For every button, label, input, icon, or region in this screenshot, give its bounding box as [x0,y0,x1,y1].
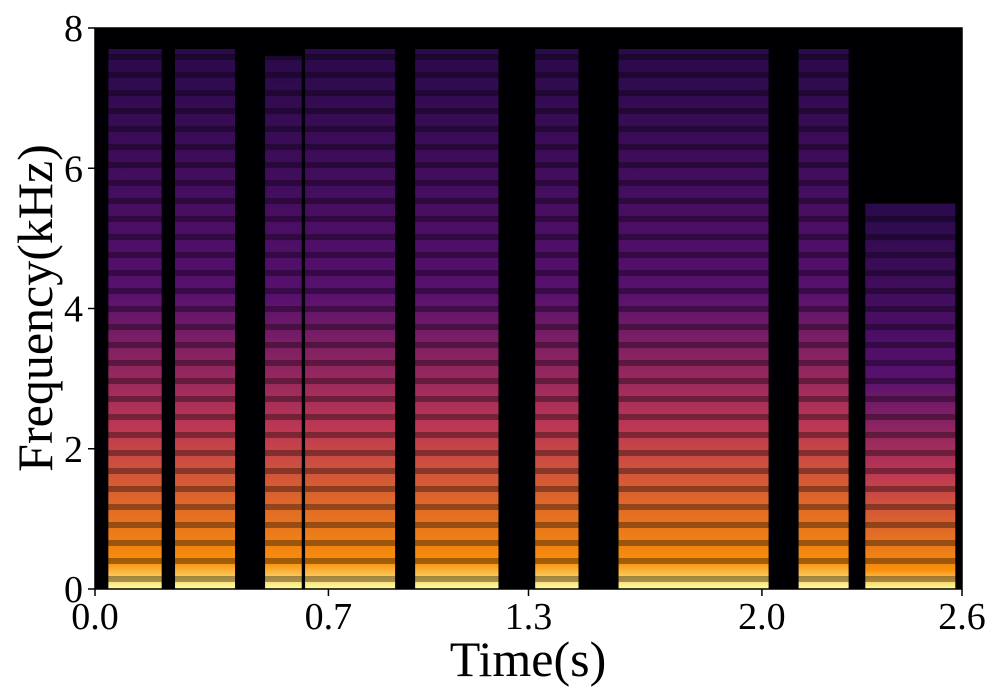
x-axis-label: Time(s) [450,631,607,687]
harmonic-texture [95,28,962,589]
y-tick-label: 8 [64,8,83,50]
y-tick-label: 4 [64,289,83,331]
y-tick-label: 0 [64,569,83,611]
x-tick-label: 0.0 [71,596,119,638]
x-tick-label: 2.6 [938,596,986,638]
x-tick-label: 1.3 [505,596,553,638]
y-axis-label: Frequency(kHz) [7,144,63,472]
x-tick-label: 2.0 [738,596,786,638]
y-tick-label: 2 [64,429,83,471]
x-tick-label: 0.7 [305,596,353,638]
y-tick-label: 6 [64,148,83,190]
